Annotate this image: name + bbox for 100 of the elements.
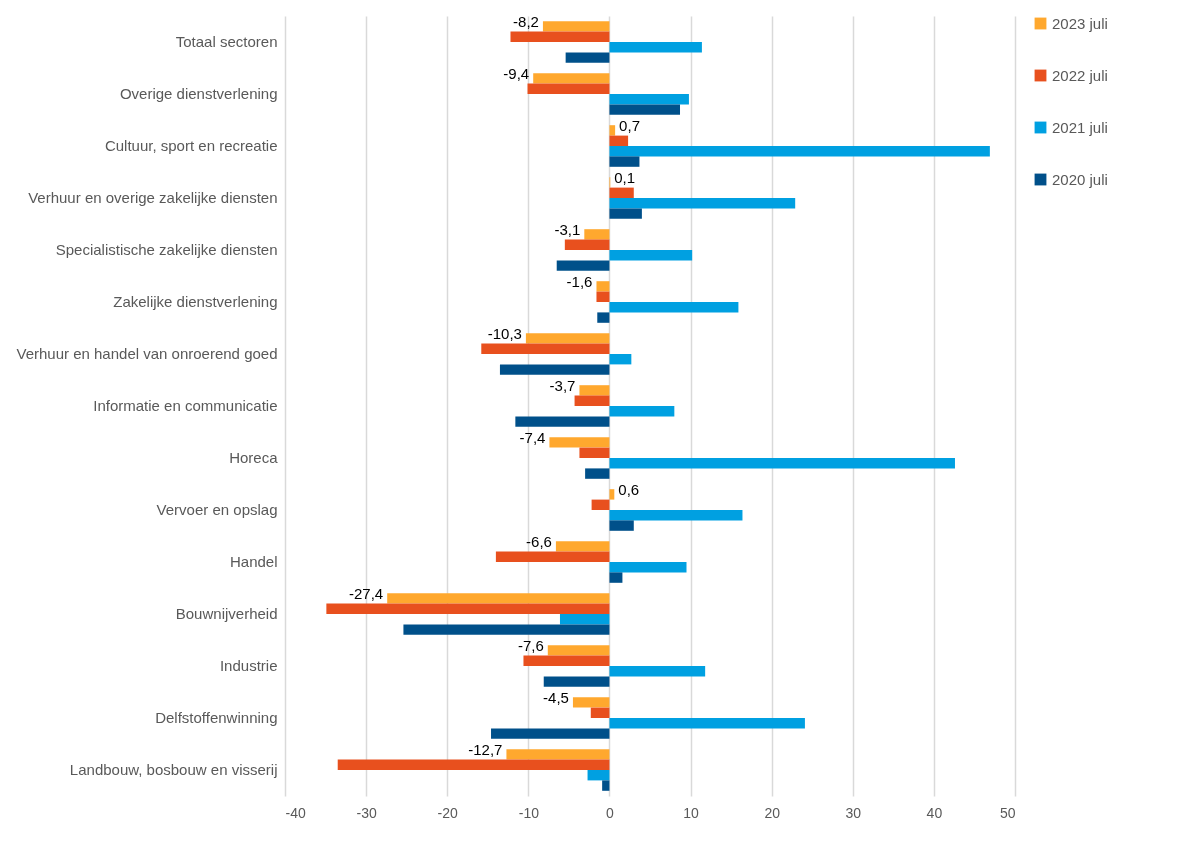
- y-tick-label: Informatie en communicatie: [93, 397, 278, 414]
- y-tick-label: Handel: [229, 553, 278, 570]
- legend-label: 2022 juli: [1052, 66, 1108, 84]
- bar: [609, 562, 687, 573]
- bar: [556, 260, 610, 271]
- bar: [609, 146, 990, 157]
- bar: [609, 520, 634, 531]
- data-label: -12,7: [468, 741, 503, 759]
- bar: [609, 666, 706, 677]
- bar: [515, 416, 610, 427]
- x-tick-label: 0: [606, 804, 615, 821]
- x-tick-label: -30: [356, 804, 377, 821]
- data-label: -7,4: [519, 429, 546, 447]
- bar: [609, 125, 616, 136]
- bar: [559, 614, 610, 625]
- bar: [542, 21, 610, 32]
- data-label: -6,6: [526, 533, 552, 551]
- y-tick-label: Specialistische zakelijke diensten: [55, 241, 278, 258]
- bar: [572, 697, 610, 708]
- y-tick-label: Bouwnijverheid: [175, 605, 278, 622]
- bar: [609, 489, 615, 500]
- bar: [609, 156, 640, 167]
- bar: [609, 572, 623, 583]
- bar: [525, 333, 610, 344]
- data-label: -8,2: [513, 13, 539, 31]
- y-tick-label: Vervoer en opslag: [156, 501, 278, 518]
- bar: [533, 73, 610, 84]
- x-tick-label: 10: [683, 804, 700, 821]
- x-tick-label: 20: [764, 804, 781, 821]
- y-tick-label: Horeca: [229, 449, 279, 466]
- y-tick-label: Overige dienstverlening: [119, 85, 278, 102]
- bar: [574, 395, 610, 406]
- bar: [565, 52, 610, 63]
- data-label: -27,4: [349, 585, 384, 603]
- x-tick-label: -20: [437, 804, 459, 821]
- bar: [609, 187, 634, 198]
- data-label: -3,7: [549, 377, 576, 395]
- x-tick-label: -10: [518, 804, 540, 821]
- y-tick-label: Industrie: [219, 657, 278, 674]
- bar: [596, 281, 610, 292]
- bar: [609, 458, 955, 469]
- x-tick-label: 40: [926, 804, 943, 821]
- bar: [523, 655, 610, 666]
- bar: [510, 31, 610, 42]
- x-tick-label: 50: [999, 804, 1016, 821]
- bar: [597, 312, 610, 323]
- bar: [387, 593, 610, 604]
- bar: [609, 250, 693, 261]
- data-label: -9,4: [503, 65, 530, 83]
- bar: [609, 354, 632, 365]
- data-label: -7,6: [517, 637, 544, 655]
- y-tick-label: Zakelijke dienstverlening: [113, 293, 278, 310]
- bar: [584, 229, 610, 240]
- x-tick-label: -40: [285, 804, 306, 821]
- bar: [527, 83, 610, 94]
- bar: [579, 385, 610, 396]
- bar: [403, 624, 610, 635]
- bar: [499, 364, 610, 375]
- legend-label: 2023 juli: [1052, 14, 1108, 32]
- bar: [609, 104, 681, 115]
- data-label: 0,1: [614, 169, 636, 187]
- bar: [609, 198, 796, 209]
- data-label: -3,1: [554, 221, 581, 239]
- x-tick-label: 30: [845, 804, 862, 821]
- bar: [591, 499, 610, 510]
- bar: [481, 343, 610, 354]
- data-label: 0,7: [619, 117, 640, 135]
- legend-label: 2020 juli: [1052, 170, 1108, 188]
- bar: [491, 728, 610, 739]
- y-tick-label: Landbouw, bosbouw en visserij: [69, 761, 278, 778]
- y-tick-label: Totaal sectoren: [175, 33, 278, 50]
- bar: [547, 645, 610, 656]
- bar: [587, 770, 610, 781]
- bar: [602, 780, 610, 791]
- bar: [326, 603, 610, 614]
- y-tick-label: Delfstoffenwinning: [155, 709, 278, 726]
- bar: [609, 718, 805, 729]
- bar: [609, 208, 642, 219]
- bar: [596, 291, 610, 302]
- data-label: -4,5: [543, 689, 569, 707]
- bar: [609, 42, 702, 53]
- bar: [555, 541, 610, 552]
- bar: [609, 302, 739, 313]
- bar: [609, 94, 689, 105]
- y-tick-label: Verhuur en handel van onroerend goed: [16, 345, 278, 362]
- bar: [495, 551, 610, 562]
- bar: [579, 447, 610, 458]
- bar: [585, 468, 610, 479]
- bar: [590, 707, 610, 718]
- y-tick-label: Verhuur en overige zakelijke diensten: [28, 189, 278, 206]
- bar: [506, 749, 610, 760]
- bar: [543, 676, 610, 687]
- y-tick-label: Cultuur, sport en recreatie: [104, 137, 278, 154]
- bar: [549, 437, 610, 448]
- bar: [609, 406, 675, 417]
- data-label: -10,3: [487, 325, 522, 343]
- bar: [337, 759, 610, 770]
- data-label: 0,6: [618, 481, 640, 499]
- bar: [564, 239, 610, 250]
- legend-label: 2021 juli: [1052, 118, 1108, 136]
